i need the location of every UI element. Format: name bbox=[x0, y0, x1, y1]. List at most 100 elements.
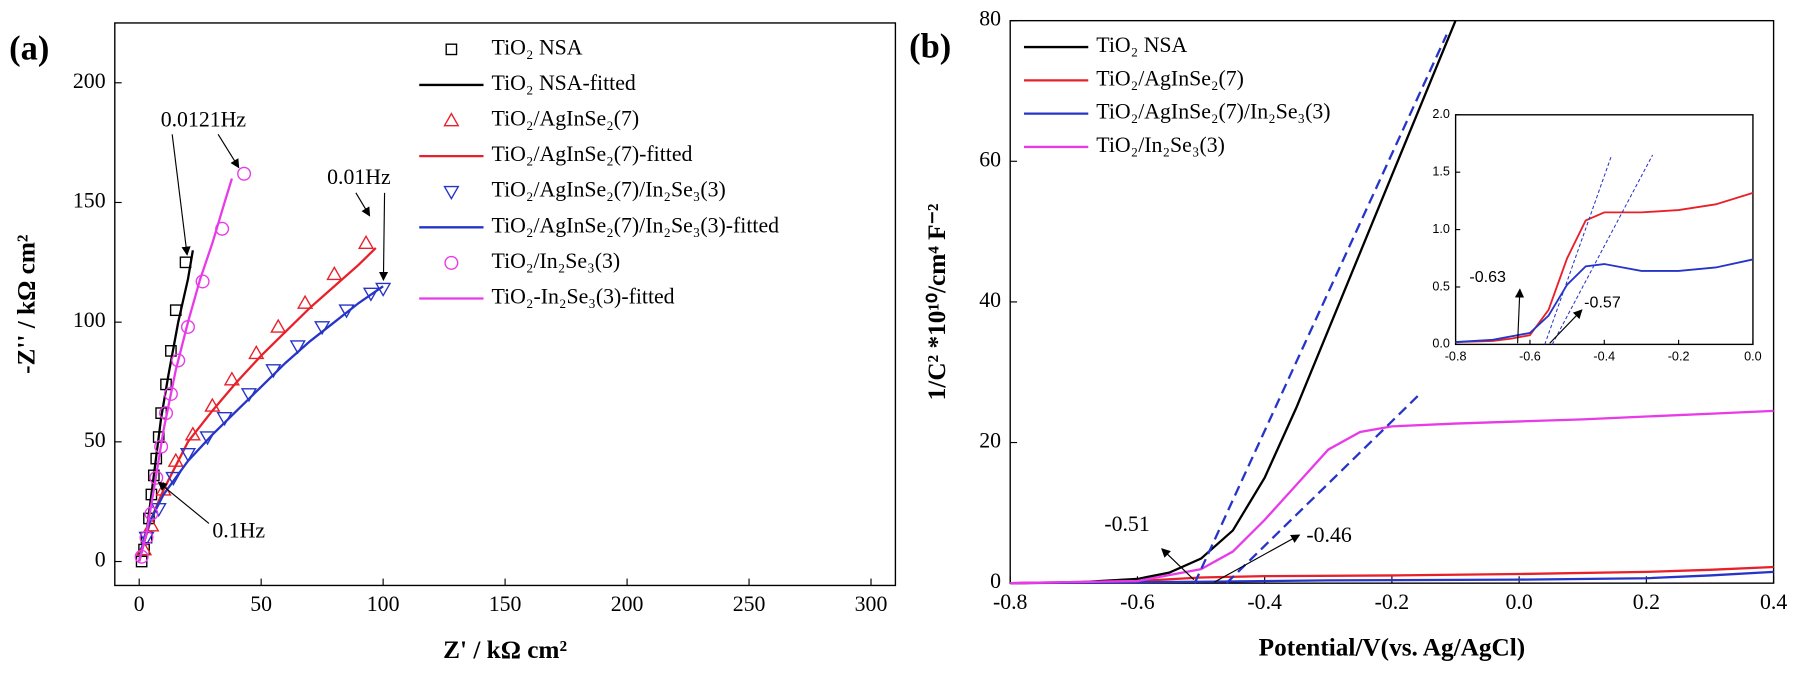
x-tick-label: -0.4 bbox=[1247, 590, 1282, 614]
y-tick-label: 1.0 bbox=[1432, 222, 1450, 236]
marker bbox=[270, 318, 287, 333]
x-tick-label: 0.0 bbox=[1744, 349, 1762, 363]
legend-label: TiO₂/In₂Se₃(3) bbox=[492, 249, 621, 273]
legend-label: TiO₂/AgInSe₂(7)/In₂Se₃(3) bbox=[492, 178, 726, 202]
data-line bbox=[138, 178, 233, 562]
panel-label: (a) bbox=[9, 30, 49, 68]
x-tick-label: 300 bbox=[855, 592, 888, 616]
x-tick-label: 50 bbox=[250, 592, 272, 616]
legend-label: TiO₂ NSA bbox=[492, 35, 583, 59]
x-tick-label: -0.8 bbox=[1445, 349, 1467, 363]
x-tick-label: 200 bbox=[611, 592, 644, 616]
legend-label: TiO₂/AgInSe₂(7) bbox=[1096, 66, 1244, 90]
arrow bbox=[157, 481, 210, 524]
marker bbox=[165, 471, 182, 487]
y-tick-label: 100 bbox=[73, 308, 106, 332]
marker bbox=[443, 185, 460, 200]
y-axis-title: 1/C² *10¹⁰/cm⁴ F⁻² bbox=[923, 204, 951, 401]
arrow bbox=[1514, 288, 1525, 344]
arrow bbox=[217, 134, 240, 169]
data-line bbox=[1010, 409, 1774, 585]
arrow bbox=[378, 192, 389, 282]
x-axis-title: Z' / kΩ cm² bbox=[443, 636, 567, 664]
data-line bbox=[1551, 154, 1654, 345]
marker bbox=[163, 386, 178, 401]
legend-label: TiO₂-In₂Se₃(3)-fitted bbox=[492, 284, 675, 308]
data-line bbox=[1010, 565, 1774, 585]
x-tick-label: 0.2 bbox=[1633, 590, 1660, 614]
x-tick-label: -0.2 bbox=[1375, 590, 1410, 614]
data-line bbox=[1225, 392, 1422, 584]
annotation: -0.51 bbox=[1104, 512, 1149, 536]
marker bbox=[223, 371, 240, 386]
y-tick-label: 1.5 bbox=[1432, 165, 1450, 179]
y-tick-label: 2.0 bbox=[1432, 107, 1450, 121]
marker bbox=[362, 287, 380, 302]
x-tick-label: -0.8 bbox=[993, 590, 1028, 614]
plot-frame bbox=[1454, 114, 1754, 346]
data-line bbox=[1544, 154, 1613, 345]
plot-frame bbox=[114, 22, 897, 587]
y-tick-label: 50 bbox=[84, 428, 106, 452]
y-tick-label: 40 bbox=[979, 288, 1001, 312]
x-tick-label: 250 bbox=[733, 592, 766, 616]
marker bbox=[171, 353, 186, 368]
arrow bbox=[1549, 309, 1583, 344]
x-tick-label: 0 bbox=[134, 592, 145, 616]
x-axis-title: Potential/V(vs. Ag/AgCl) bbox=[1259, 634, 1526, 662]
marker bbox=[443, 112, 460, 127]
panel-label: (b) bbox=[909, 27, 951, 65]
marker bbox=[445, 43, 458, 56]
data-line bbox=[1010, 20, 1457, 585]
marker bbox=[184, 426, 201, 441]
marker bbox=[326, 266, 343, 281]
y-tick-label: 0.0 bbox=[1432, 337, 1450, 351]
marker bbox=[296, 294, 314, 309]
x-tick-label: -0.2 bbox=[1668, 349, 1690, 363]
x-tick-label: 150 bbox=[489, 592, 522, 616]
y-tick-label: 0 bbox=[990, 569, 1001, 593]
marker bbox=[237, 166, 252, 181]
arrow bbox=[171, 134, 191, 256]
annotation: 0.01Hz bbox=[327, 165, 391, 189]
x-tick-label: 100 bbox=[367, 592, 400, 616]
legend-label: TiO₂/AgInSe₂(7)/In₂Se₃(3) bbox=[1096, 100, 1330, 124]
x-tick-label: 0.4 bbox=[1760, 590, 1787, 614]
annotation: 0.0121Hz bbox=[161, 108, 247, 132]
annotation: 0.1Hz bbox=[212, 519, 265, 543]
annotation: -0.63 bbox=[1469, 268, 1506, 286]
annotation: -0.57 bbox=[1584, 293, 1621, 311]
marker bbox=[289, 340, 306, 355]
annotation: -0.46 bbox=[1306, 523, 1352, 547]
arrow bbox=[1161, 548, 1195, 581]
x-tick-label: -0.4 bbox=[1593, 349, 1615, 363]
y-tick-label: 150 bbox=[73, 188, 106, 212]
legend-label: TiO₂/In₂Se₃(3) bbox=[1096, 133, 1225, 157]
data-line bbox=[138, 285, 384, 562]
data-line bbox=[1455, 191, 1754, 344]
marker bbox=[248, 345, 265, 360]
x-tick-label: -0.6 bbox=[1120, 590, 1155, 614]
y-tick-label: 20 bbox=[979, 429, 1001, 453]
legend-label: TiO₂/AgInSe₂(7) bbox=[492, 107, 640, 131]
marker bbox=[135, 541, 153, 556]
x-tick-label: -0.6 bbox=[1519, 349, 1541, 363]
y-tick-label: 80 bbox=[979, 7, 1001, 31]
y-axis-title: -Z'' / kΩ cm² bbox=[12, 235, 40, 374]
y-tick-label: 200 bbox=[73, 69, 106, 93]
arrow bbox=[355, 192, 371, 217]
canvas: Rs Qc Qdl Rf Rct W 050100150200250300050… bbox=[9, 7, 1787, 664]
marker bbox=[179, 447, 197, 463]
marker bbox=[444, 255, 459, 270]
arrow bbox=[1214, 534, 1301, 583]
x-tick-label: 0.0 bbox=[1506, 590, 1533, 614]
data-line bbox=[1193, 34, 1448, 584]
legend-label: TiO₂ NSA-fitted bbox=[492, 71, 636, 95]
legend-label: TiO₂/AgInSe₂(7)/In₂Se₃(3)-fitted bbox=[492, 213, 780, 237]
marker bbox=[199, 431, 216, 446]
y-tick-label: 60 bbox=[979, 147, 1001, 171]
legend-label: TiO₂ NSA bbox=[1096, 33, 1187, 57]
marker bbox=[357, 234, 375, 250]
y-tick-label: 0 bbox=[95, 548, 106, 572]
